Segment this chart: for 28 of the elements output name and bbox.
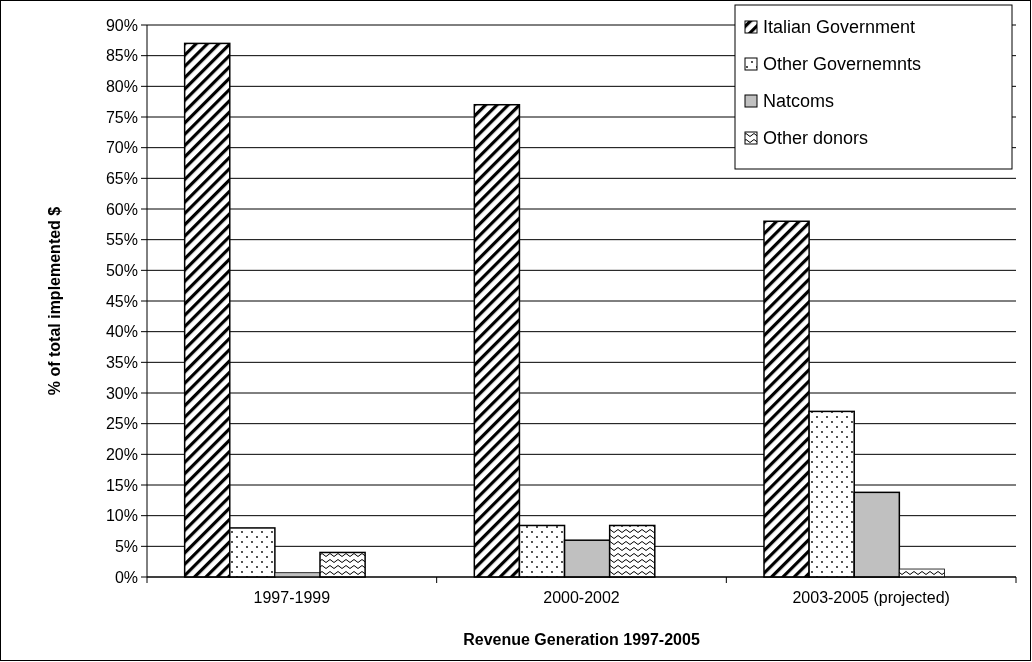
y-tick-label: 5% <box>114 537 138 555</box>
x-axis-title: Revenue Generation 1997-2005 <box>463 631 700 648</box>
y-tick-label: 50% <box>105 261 138 279</box>
y-tick-label: 80% <box>105 77 138 95</box>
y-tick-label: 75% <box>105 108 138 126</box>
x-tick-label: 2000-2002 <box>543 589 620 606</box>
y-tick-label: 35% <box>105 353 138 371</box>
y-tick-label: 45% <box>105 292 138 310</box>
y-tick-label: 15% <box>105 476 138 494</box>
y-tick-label: 65% <box>105 169 138 187</box>
y-tick-label: 20% <box>105 445 138 463</box>
x-tick-label: 2003-2005 (projected) <box>792 589 950 606</box>
x-tick-label: 1997-1999 <box>253 589 331 606</box>
y-tick-label: 55% <box>105 231 138 249</box>
y-tick-label: 40% <box>105 323 138 341</box>
y-tick-label: 25% <box>105 415 138 433</box>
y-tick-label: 90% <box>105 16 138 34</box>
legend-label: Italian Government <box>763 17 916 38</box>
y-tick-label: 30% <box>105 384 138 402</box>
y-tick-label: 70% <box>105 139 138 157</box>
y-tick-label: 85% <box>105 47 138 65</box>
y-axis-title: % of total implemented $ <box>46 206 63 396</box>
y-tick-label: 10% <box>105 507 138 525</box>
legend-label: Other Governemnts <box>763 54 922 75</box>
legend-label: Natcoms <box>763 91 835 112</box>
y-tick-label: 0% <box>114 568 138 586</box>
y-tick-label: 60% <box>105 200 138 218</box>
legend-label: Other donors <box>763 128 869 149</box>
